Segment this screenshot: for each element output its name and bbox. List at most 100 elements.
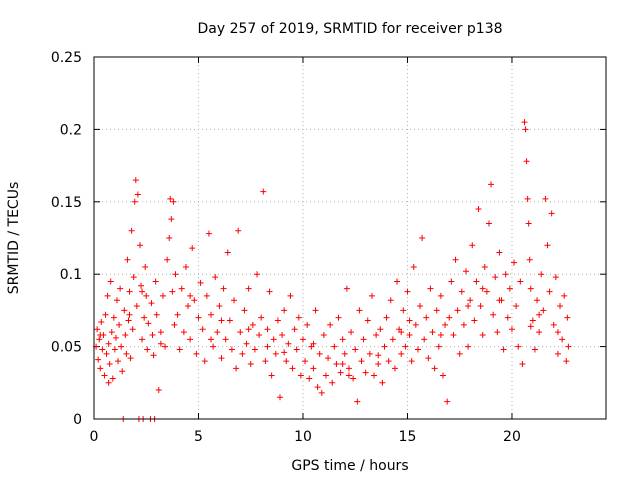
data-point <box>125 317 132 324</box>
data-point <box>193 350 200 357</box>
data-point <box>322 372 329 379</box>
data-point <box>272 350 279 357</box>
data-point <box>304 321 311 328</box>
data-point <box>538 271 545 278</box>
data-point <box>169 288 176 295</box>
data-point <box>561 292 568 299</box>
data-point <box>126 288 133 295</box>
data-point <box>425 355 432 362</box>
data-point <box>335 314 342 321</box>
data-point <box>554 350 561 357</box>
data-point <box>398 329 405 336</box>
data-point <box>266 288 273 295</box>
data-point <box>534 297 541 304</box>
data-point <box>517 278 524 285</box>
data-point <box>412 321 419 328</box>
data-point <box>341 350 348 357</box>
data-point <box>260 188 267 195</box>
data-point <box>170 198 177 205</box>
data-point <box>239 350 246 357</box>
data-point <box>214 329 221 336</box>
data-point <box>218 355 225 362</box>
data-point <box>473 278 480 285</box>
data-point <box>375 360 382 367</box>
data-point <box>492 274 499 281</box>
data-point <box>105 379 112 386</box>
data-point <box>167 195 174 202</box>
data-point <box>233 365 240 372</box>
data-point <box>108 329 115 336</box>
data-point <box>95 356 102 363</box>
data-point <box>141 314 148 321</box>
y-tick-label: 0.1 <box>60 267 82 283</box>
data-point <box>218 317 225 324</box>
data-point <box>178 285 185 292</box>
data-point <box>364 317 371 324</box>
data-point <box>548 210 555 217</box>
data-point <box>536 329 543 336</box>
data-point <box>536 311 543 318</box>
data-point <box>329 379 336 386</box>
data-point <box>97 332 104 339</box>
data-point <box>176 346 183 353</box>
data-point <box>106 360 113 367</box>
x-tick-label: 20 <box>503 429 521 445</box>
data-point <box>121 307 128 314</box>
data-point <box>116 321 123 328</box>
data-point <box>406 317 413 324</box>
data-point <box>373 332 380 339</box>
data-point <box>152 278 159 285</box>
data-point <box>506 285 513 292</box>
x-tick-label: 15 <box>399 429 417 445</box>
data-point <box>368 292 375 299</box>
data-point <box>325 355 332 362</box>
data-point <box>289 365 296 372</box>
chart-title: Day 257 of 2019, SRMTID for receiver p13… <box>197 21 502 37</box>
data-point <box>398 350 405 357</box>
data-point <box>113 297 120 304</box>
data-point <box>132 177 139 184</box>
data-point <box>112 334 119 341</box>
data-point <box>479 285 486 292</box>
data-point <box>103 350 110 357</box>
data-point <box>237 329 244 336</box>
data-point <box>97 365 104 372</box>
data-point <box>477 303 484 310</box>
data-point <box>525 220 532 227</box>
y-tick-label: 0.25 <box>51 50 82 66</box>
data-point <box>435 343 442 350</box>
data-point <box>379 379 386 386</box>
data-point <box>458 288 465 295</box>
data-point <box>285 340 292 347</box>
data-point <box>565 343 572 350</box>
data-point <box>187 336 194 343</box>
data-point <box>231 297 238 304</box>
data-point <box>391 365 398 372</box>
data-point <box>101 372 108 379</box>
data-point <box>302 358 309 365</box>
data-point <box>119 368 126 375</box>
grid <box>94 57 606 419</box>
data-point <box>172 271 179 278</box>
data-point <box>496 297 503 304</box>
data-point <box>354 398 361 405</box>
data-point <box>550 321 557 328</box>
data-point <box>485 220 492 227</box>
data-point <box>479 332 486 339</box>
data-point <box>222 336 229 343</box>
data-point <box>143 292 150 299</box>
data-point <box>419 235 426 241</box>
data-point <box>105 340 112 347</box>
data-point <box>408 358 415 365</box>
data-point <box>124 256 131 263</box>
data-point <box>168 216 175 223</box>
data-point <box>318 389 325 396</box>
data-point <box>189 245 196 252</box>
data-point <box>281 307 288 314</box>
data-point <box>235 227 242 234</box>
data-point <box>123 350 130 357</box>
data-point <box>511 259 518 266</box>
data-point <box>197 279 204 286</box>
data-point <box>195 314 202 321</box>
data-point <box>249 321 256 328</box>
